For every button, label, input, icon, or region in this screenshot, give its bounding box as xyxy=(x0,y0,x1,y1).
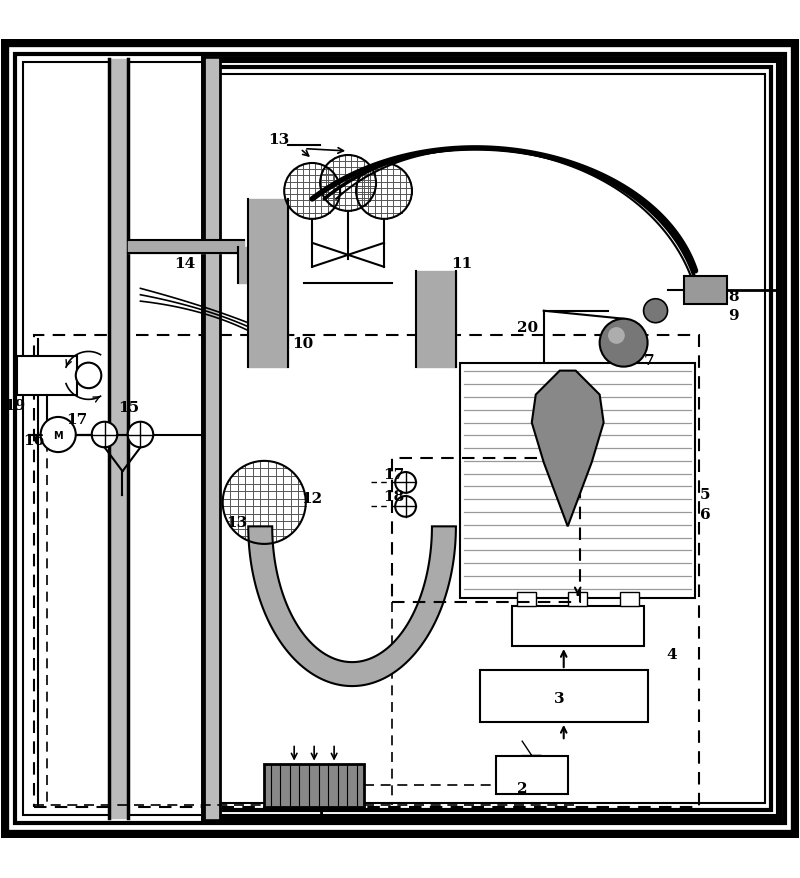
Bar xyxy=(17,356,77,395)
Text: 14: 14 xyxy=(174,256,195,270)
Text: 6: 6 xyxy=(700,507,710,522)
Text: 10: 10 xyxy=(292,336,313,350)
Bar xyxy=(392,459,580,602)
Text: 16: 16 xyxy=(24,434,45,448)
Text: 3: 3 xyxy=(554,691,565,705)
Text: 20: 20 xyxy=(518,320,538,335)
Circle shape xyxy=(600,320,647,367)
Bar xyxy=(683,277,727,305)
Circle shape xyxy=(92,422,118,448)
Bar xyxy=(34,335,699,808)
Bar xyxy=(568,592,587,607)
Bar xyxy=(264,764,364,808)
Text: 5: 5 xyxy=(700,488,710,502)
Text: M: M xyxy=(54,430,63,440)
Text: 18: 18 xyxy=(383,489,404,503)
Text: 8: 8 xyxy=(729,290,739,304)
Text: 17: 17 xyxy=(383,468,404,482)
Text: 13: 13 xyxy=(268,133,290,147)
Polygon shape xyxy=(248,527,456,687)
Circle shape xyxy=(395,472,416,493)
Circle shape xyxy=(128,422,154,448)
Bar xyxy=(620,592,638,607)
Text: 17: 17 xyxy=(66,412,87,426)
Bar xyxy=(512,607,643,646)
Bar xyxy=(480,670,647,723)
Text: 15: 15 xyxy=(118,400,139,414)
Text: 9: 9 xyxy=(729,308,739,322)
Circle shape xyxy=(643,299,667,323)
Polygon shape xyxy=(532,371,604,527)
Bar xyxy=(517,592,536,607)
Text: 11: 11 xyxy=(452,256,473,270)
Circle shape xyxy=(395,496,416,517)
Text: 13: 13 xyxy=(226,515,248,529)
Text: 4: 4 xyxy=(666,647,677,661)
Circle shape xyxy=(76,363,102,389)
Text: 7: 7 xyxy=(644,354,654,368)
Bar xyxy=(460,363,695,599)
Circle shape xyxy=(608,327,625,344)
Text: 1: 1 xyxy=(315,809,326,823)
Bar xyxy=(496,756,568,794)
Circle shape xyxy=(41,417,76,452)
Text: 19: 19 xyxy=(5,399,26,413)
Text: 2: 2 xyxy=(517,781,527,795)
Text: 12: 12 xyxy=(302,492,322,506)
